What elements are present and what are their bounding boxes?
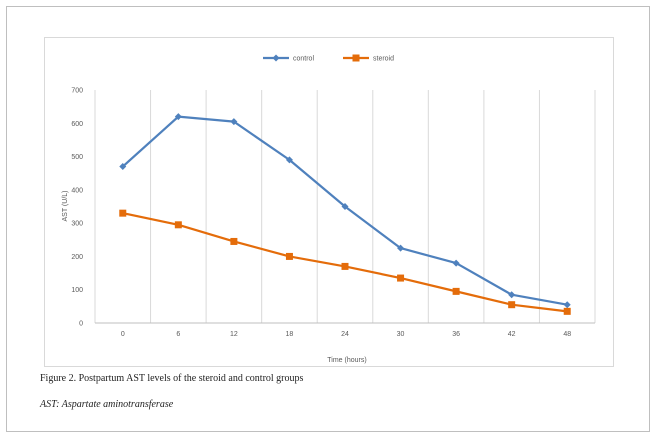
data-point-steroid: [341, 262, 349, 270]
x-tick-label: 18: [286, 331, 294, 338]
legend-marker-control: [272, 54, 280, 62]
data-point-control: [341, 203, 349, 210]
x-axis-title: Time (hours): [327, 357, 366, 364]
y-tick-label: 500: [71, 154, 83, 161]
data-point-control: [174, 113, 182, 121]
axes: 0 100 200 300 400 500 600 700 0 6 12 18 24 30 36 42 48: [71, 88, 595, 338]
series-lines: [119, 113, 571, 315]
y-tick-label: 700: [71, 88, 83, 95]
data-point-control: [285, 156, 293, 164]
data-point-steroid: [452, 287, 460, 295]
x-tick-label: 12: [230, 331, 238, 338]
y-axis-title: AST (U/L): [62, 191, 69, 222]
figure-frame: 0 100 200 300 400 500 600 700 0 6 12 18 24 30 36 42 48 c…: [6, 6, 650, 432]
legend-marker-steroid: [352, 54, 360, 62]
data-point-steroid: [397, 274, 405, 282]
data-point-control: [397, 244, 405, 252]
data-point-control: [508, 291, 516, 299]
legend-label-steroid: steroid: [373, 56, 394, 63]
figure-abbreviation-note: AST: Aspartate aminotransferase: [40, 399, 174, 410]
data-point-steroid: [119, 209, 127, 217]
data-point-control: [230, 118, 238, 126]
data-point-steroid: [563, 307, 571, 315]
figure-caption: Figure 2. Postpartum AST levels of the s…: [40, 373, 304, 384]
data-point-steroid: [508, 301, 516, 309]
x-tick-label: 0: [121, 331, 125, 338]
x-tick-label: 6: [176, 331, 180, 338]
series-line-control: [122, 115, 568, 306]
y-tick-label: 100: [71, 287, 83, 294]
x-tick-label: 42: [508, 331, 516, 338]
legend-label-control: control: [293, 56, 314, 63]
data-point-steroid: [174, 221, 182, 229]
x-tick-label: 24: [341, 331, 349, 338]
x-tick-label: 48: [563, 331, 571, 338]
y-tick-label: 300: [71, 221, 83, 228]
chart-area: 0 100 200 300 400 500 600 700 0 6 12 18 24 30 36 42 48 c…: [44, 37, 614, 367]
x-tick-label: 30: [397, 331, 405, 338]
data-point-control: [563, 301, 571, 309]
grid-lines: [94, 90, 596, 323]
y-tick-label: 200: [71, 254, 83, 261]
x-tick-label: 36: [452, 331, 460, 338]
series-line-steroid: [122, 212, 568, 313]
line-chart: 0 100 200 300 400 500 600 700 0 6 12 18 24 30 36 42 48 c…: [62, 54, 596, 364]
data-point-control: [452, 259, 460, 267]
legend: control steroid: [263, 54, 394, 63]
data-point-steroid: [230, 237, 238, 245]
data-point-steroid: [285, 252, 293, 260]
y-tick-label: 600: [71, 121, 83, 128]
y-tick-label: 400: [71, 187, 83, 194]
data-point-control: [119, 163, 127, 171]
y-tick-label: 0: [79, 321, 83, 328]
